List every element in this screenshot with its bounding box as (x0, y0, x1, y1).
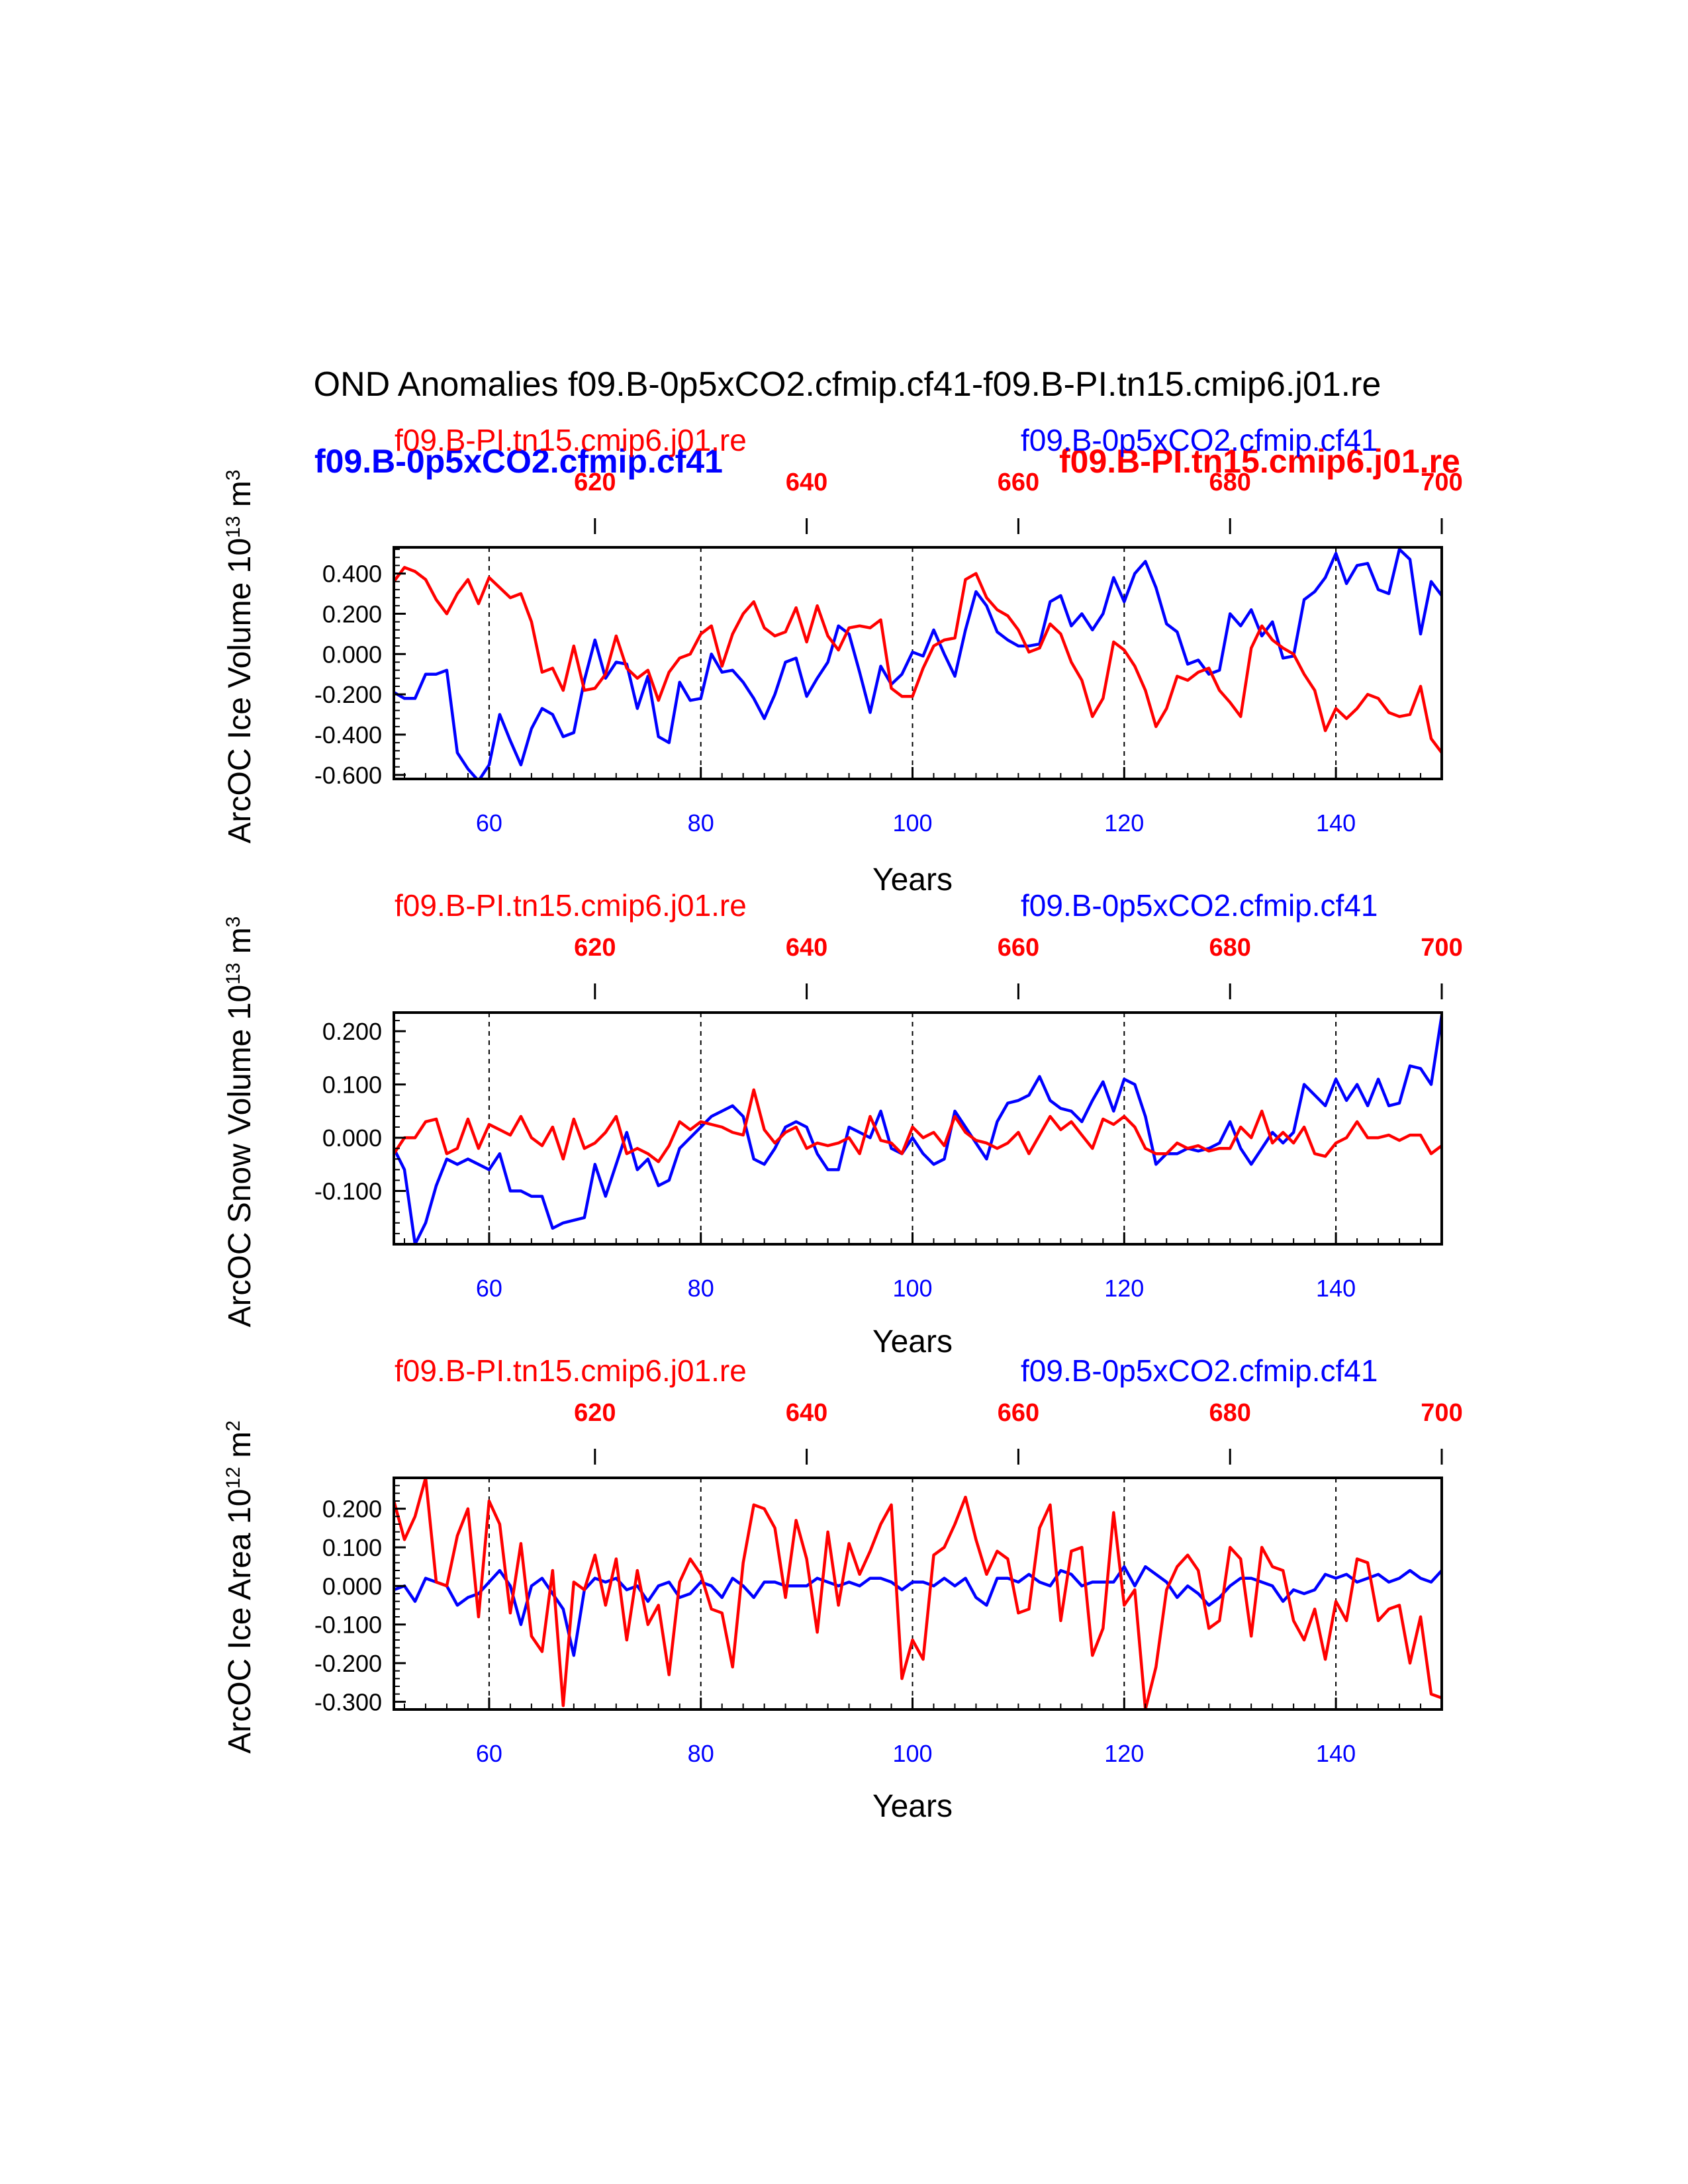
x-tick-label: 140 (1316, 1740, 1356, 1767)
chart-panel-ice-area: 0.200 0.100 0.000 -0.100 -0.200 -0.300 60 80 100… (222, 1353, 1463, 1824)
y-axis-label: ArcOC Ice Area 1012 m2 (222, 1420, 258, 1754)
top-tick-label: 620 (574, 1399, 616, 1427)
y-tick-label: 0.000 (322, 1124, 382, 1152)
top-tick-label: 680 (1209, 1399, 1250, 1427)
x-tick-label: 60 (476, 1740, 502, 1767)
top-tick-label: 660 (998, 469, 1039, 496)
top-right-label: f09.B-0p5xCO2.cfmip.cf41 (1021, 888, 1378, 923)
top-tick-label: 640 (786, 934, 827, 962)
top-right-label: f09.B-0p5xCO2.cfmip.cf41 (1021, 423, 1378, 457)
y-axis-label: ArcOC Ice Volume 1013 m3 (222, 470, 258, 844)
x-tick-label: 140 (1316, 809, 1356, 837)
y-axis-label-part: ArcOC Snow Volume 10 (222, 985, 258, 1328)
x-tick-label: 120 (1104, 809, 1144, 837)
y-axis-label-part: m (222, 927, 258, 962)
y-axis-label: ArcOC Snow Volume 1013 m3 (222, 917, 258, 1328)
top-tick-label: 680 (1209, 469, 1250, 496)
y-tick-label: -0.600 (314, 762, 382, 789)
x-tick-label: 100 (892, 1740, 932, 1767)
top-left-label: f09.B-PI.tn15.cmip6.j01.re (395, 423, 747, 457)
plot-frame (393, 1011, 1443, 1246)
top-right-label: f09.B-0p5xCO2.cfmip.cf41 (1021, 1353, 1378, 1388)
x-axis-label: Years (872, 862, 953, 897)
y-axis-label-superscript: 13 (222, 516, 244, 538)
y-axis-label-part: m (222, 1432, 258, 1467)
x-tick-label: 100 (892, 1275, 932, 1302)
y-tick-label: 0.100 (322, 1534, 382, 1561)
y-tick-label: -0.400 (314, 721, 382, 749)
top-tick-label: 700 (1421, 1399, 1462, 1427)
y-tick-label: 0.200 (322, 1018, 382, 1045)
top-tick-label: 700 (1421, 934, 1462, 962)
x-tick-label: 80 (688, 809, 714, 837)
y-axis-label-superscript: 12 (222, 1467, 244, 1488)
series-line-red (394, 566, 1442, 754)
top-tick-label: 620 (574, 934, 616, 962)
x-tick-label: 140 (1316, 1275, 1356, 1302)
x-tick-label: 120 (1104, 1275, 1144, 1302)
y-tick-label: -0.300 (314, 1688, 382, 1715)
top-tick-label: 680 (1209, 934, 1250, 962)
plot-frame (393, 546, 1443, 780)
top-tick-label: 660 (998, 1399, 1039, 1427)
top-tick-label: 640 (786, 469, 827, 496)
y-axis-label-superscript: 13 (222, 963, 244, 985)
x-tick-label: 60 (476, 1275, 502, 1302)
y-axis-label-superscript: 3 (222, 470, 244, 481)
y-tick-label: 0.200 (322, 600, 382, 627)
top-tick-label: 700 (1421, 469, 1462, 496)
y-axis-label-part: m (222, 480, 258, 516)
x-tick-label: 120 (1104, 1740, 1144, 1767)
x-tick-label: 60 (476, 809, 502, 837)
top-left-label: f09.B-PI.tn15.cmip6.j01.re (395, 1353, 747, 1388)
series-line-blue (394, 547, 1442, 779)
y-tick-label: 0.400 (322, 561, 382, 588)
top-left-label: f09.B-PI.tn15.cmip6.j01.re (395, 888, 747, 923)
x-axis-label: Years (872, 1324, 953, 1359)
chart-panel-snow-volume: 0.200 0.100 0.000 -0.100 60 80 100 120 140 620 640… (222, 888, 1463, 1359)
y-tick-label: 0.000 (322, 641, 382, 668)
x-tick-label: 80 (688, 1275, 714, 1302)
x-axis-label: Years (872, 1789, 953, 1824)
y-axis-label-part: ArcOC Ice Volume 10 (222, 538, 258, 844)
figure-title: OND Anomalies f09.B-0p5xCO2.cfmip.cf41-f… (314, 365, 1382, 404)
y-axis-label-superscript: 2 (222, 1420, 244, 1432)
top-tick-label: 620 (574, 469, 616, 496)
y-tick-label: 0.200 (322, 1496, 382, 1523)
legend-red-label: f09.B-PI.tn15.cmip6.j01.re (1059, 443, 1460, 480)
y-tick-label: 0.100 (322, 1071, 382, 1099)
x-tick-label: 100 (892, 809, 932, 837)
series-line-red (394, 1088, 1442, 1163)
y-axis-label-superscript: 3 (222, 917, 244, 928)
chart-panel-ice-volume: 0.400 0.200 0.000 -0.200 -0.400 -0.600 60 80 100… (222, 423, 1463, 897)
y-tick-label: -0.200 (314, 1650, 382, 1677)
y-tick-label: -0.100 (314, 1178, 382, 1205)
series-line-red (394, 1478, 1442, 1709)
y-tick-label: -0.200 (314, 681, 382, 708)
legend-blue-label: f09.B-0p5xCO2.cfmip.cf41 (314, 443, 723, 480)
top-tick-label: 640 (786, 1399, 827, 1427)
y-tick-label: -0.100 (314, 1612, 382, 1639)
series-line-blue (394, 1013, 1442, 1244)
x-tick-label: 80 (688, 1740, 714, 1767)
y-axis-label-part: ArcOC Ice Area 10 (222, 1489, 258, 1754)
top-tick-label: 660 (998, 934, 1039, 962)
y-tick-label: 0.000 (322, 1572, 382, 1600)
